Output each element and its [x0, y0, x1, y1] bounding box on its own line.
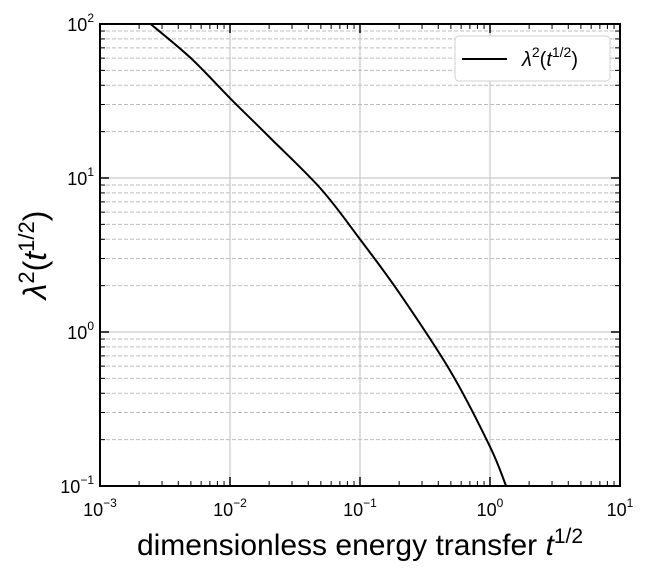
- x-tick-labels: 10−3 10−2 10−1 100 101: [83, 496, 634, 520]
- y-tick-label: 101: [67, 165, 94, 189]
- y-axis-title: λ2(t1/2): [14, 211, 53, 302]
- x-tick-label: 10−3: [83, 496, 117, 520]
- y-tick-label: 100: [67, 319, 94, 343]
- x-tick-label: 100: [477, 496, 504, 520]
- x-tick-label: 101: [607, 496, 634, 520]
- plot-frame: [99, 23, 621, 487]
- legend: λ2(t1/2): [454, 35, 611, 82]
- x-tick-label: 10−2: [213, 496, 247, 520]
- x-tick-label: 10−1: [343, 496, 377, 520]
- legend-label: λ2(t1/2): [521, 44, 578, 71]
- y-tick-labels: 10−1 100 101 102: [60, 11, 94, 497]
- y-tick-label: 10−1: [60, 473, 94, 497]
- grid: [99, 23, 621, 487]
- y-tick-label: 102: [67, 11, 94, 35]
- x-axis-title: dimensionless energy transfer t1/2: [137, 525, 583, 562]
- legend-box: [454, 35, 611, 82]
- series-line: [149, 23, 508, 487]
